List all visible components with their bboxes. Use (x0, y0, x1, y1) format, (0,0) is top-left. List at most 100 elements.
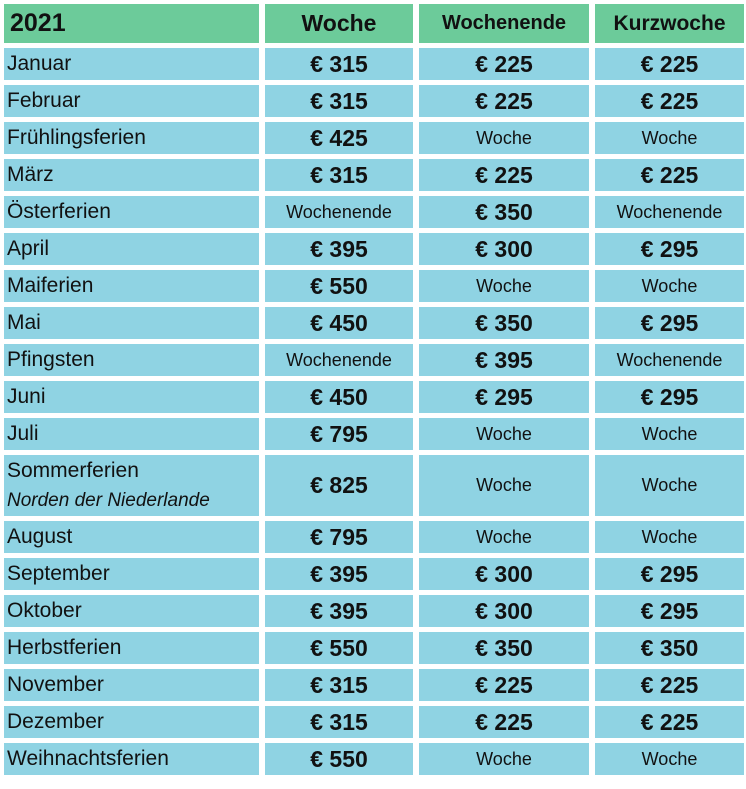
price-cell-week: € 795 (265, 418, 413, 450)
row-label: Weihnachtsferien (4, 743, 259, 775)
price-cell-weekend: € 350 (419, 632, 589, 664)
row-label-text: April (7, 237, 50, 260)
row-label: Pfingsten (4, 344, 259, 376)
row-label-text: Juni (7, 385, 46, 408)
row-label: Sommerferien Norden der Niederlande (4, 455, 259, 516)
price-cell-weekend: € 395 (419, 344, 589, 376)
row-label: Maiferien (4, 270, 259, 302)
note-cell-week: Wochenende (265, 196, 413, 228)
price-cell-short: € 225 (595, 48, 744, 80)
row-label: Mai (4, 307, 259, 339)
row-label: September (4, 558, 259, 590)
price-cell-weekend: € 300 (419, 595, 589, 627)
row-label-text: Frühlingsferien (7, 126, 146, 149)
price-cell-week: € 550 (265, 632, 413, 664)
row-label: Januar (4, 48, 259, 80)
row-label-text: September (7, 562, 110, 585)
note-cell-short: Woche (595, 521, 744, 553)
price-cell-short: € 225 (595, 706, 744, 738)
row-label: Februar (4, 85, 259, 117)
row-label-text: Herbstferien (7, 636, 122, 659)
note-cell-short: Woche (595, 455, 744, 516)
row-label: Oktober (4, 595, 259, 627)
price-cell-short: € 295 (595, 381, 744, 413)
header-woche: Woche (265, 4, 413, 43)
note-cell-week: Wochenende (265, 344, 413, 376)
row-label: April (4, 233, 259, 265)
price-table: 2021 Woche Wochenende Kurzwoche Januar € … (4, 4, 744, 775)
row-label: Frühlingsferien (4, 122, 259, 154)
row-label: Juni (4, 381, 259, 413)
row-label-text: Dezember (7, 710, 104, 733)
price-cell-short: € 295 (595, 307, 744, 339)
row-label-text: November (7, 673, 104, 696)
row-label-text: Sommerferien (7, 458, 139, 482)
note-cell-weekend: Woche (419, 455, 589, 516)
row-label-text: August (7, 525, 73, 548)
row-label-text: Weihnachtsferien (7, 747, 169, 770)
price-cell-week: € 425 (265, 122, 413, 154)
price-cell-week: € 315 (265, 669, 413, 701)
price-cell-weekend: € 350 (419, 307, 589, 339)
row-label-text: Pfingsten (7, 348, 95, 371)
price-cell-week: € 550 (265, 743, 413, 775)
price-cell-week: € 315 (265, 159, 413, 191)
row-label: Herbstferien (4, 632, 259, 664)
note-cell-short: Woche (595, 743, 744, 775)
price-cell-weekend: € 225 (419, 706, 589, 738)
row-label: Österferien (4, 196, 259, 228)
price-cell-week: € 315 (265, 48, 413, 80)
row-label: Juli (4, 418, 259, 450)
row-label: August (4, 521, 259, 553)
price-cell-short: € 295 (595, 595, 744, 627)
note-cell-weekend: Woche (419, 122, 589, 154)
price-cell-short: € 350 (595, 632, 744, 664)
price-cell-weekend: € 225 (419, 85, 589, 117)
price-cell-short: € 225 (595, 669, 744, 701)
price-cell-week: € 395 (265, 233, 413, 265)
row-label-text: Februar (7, 89, 81, 112)
note-cell-short: Woche (595, 418, 744, 450)
header-kurzwoche: Kurzwoche (595, 4, 744, 43)
price-cell-week: € 550 (265, 270, 413, 302)
row-label-text: Maiferien (7, 274, 94, 297)
price-cell-short: € 225 (595, 85, 744, 117)
row-label: März (4, 159, 259, 191)
price-cell-short: € 295 (595, 558, 744, 590)
price-cell-weekend: € 300 (419, 233, 589, 265)
row-label-text: Juli (7, 422, 39, 445)
note-cell-short: Woche (595, 122, 744, 154)
price-cell-week: € 450 (265, 381, 413, 413)
price-cell-weekend: € 350 (419, 196, 589, 228)
price-cell-week: € 825 (265, 455, 413, 516)
price-cell-weekend: € 295 (419, 381, 589, 413)
row-label: November (4, 669, 259, 701)
price-cell-week: € 395 (265, 558, 413, 590)
price-cell-week: € 395 (265, 595, 413, 627)
price-cell-short: € 295 (595, 233, 744, 265)
row-label-text: Oktober (7, 599, 82, 622)
row-label: Dezember (4, 706, 259, 738)
price-cell-weekend: € 225 (419, 159, 589, 191)
note-cell-weekend: Woche (419, 270, 589, 302)
note-cell-short: Wochenende (595, 344, 744, 376)
row-label-text: Januar (7, 52, 72, 75)
price-cell-week: € 315 (265, 706, 413, 738)
note-cell-weekend: Woche (419, 521, 589, 553)
note-cell-weekend: Woche (419, 743, 589, 775)
price-cell-weekend: € 225 (419, 48, 589, 80)
price-cell-week: € 795 (265, 521, 413, 553)
price-cell-short: € 225 (595, 159, 744, 191)
price-cell-week: € 450 (265, 307, 413, 339)
price-cell-weekend: € 300 (419, 558, 589, 590)
price-cell-week: € 315 (265, 85, 413, 117)
note-cell-short: Woche (595, 270, 744, 302)
row-label-text: Österferien (7, 200, 111, 223)
row-sublabel: Norden der Niederlande (7, 489, 210, 511)
note-cell-short: Wochenende (595, 196, 744, 228)
row-label-text: Mai (7, 311, 41, 334)
header-wochenende: Wochenende (419, 4, 589, 43)
price-cell-weekend: € 225 (419, 669, 589, 701)
header-year: 2021 (4, 4, 259, 43)
row-label-text: März (7, 163, 54, 186)
